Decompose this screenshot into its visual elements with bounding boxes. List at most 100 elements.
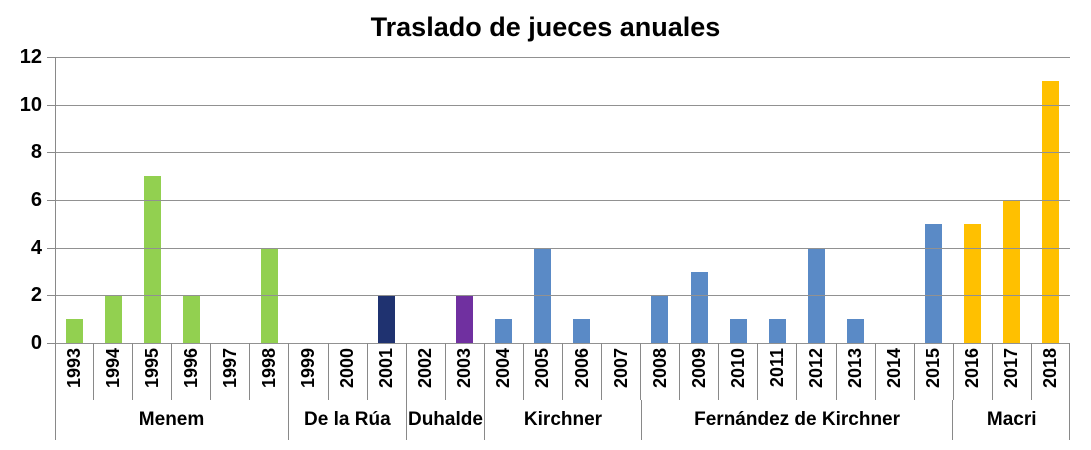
x-cell-2002: 2002 (407, 343, 446, 400)
y-tick-label-4: 4 (30, 236, 42, 259)
x-tick-label-2008: 2008 (649, 348, 670, 389)
y-axis-tick-0 (47, 343, 55, 344)
bar-cell-2015 (914, 57, 953, 343)
x-tick-label-1993: 1993 (63, 348, 84, 389)
y-tick-label-8: 8 (30, 141, 42, 164)
bar-1993 (66, 319, 84, 343)
gridline-y-6 (55, 200, 1070, 201)
president-group-kirchner: Kirchner (485, 400, 642, 440)
bar-cell-2016 (953, 57, 992, 343)
x-cell-2018: 2018 (1032, 343, 1070, 400)
bar-cell-2004 (484, 57, 523, 343)
x-tick-label-2000: 2000 (337, 348, 358, 389)
x-cell-2000: 2000 (329, 343, 368, 400)
president-group-label: Duhalde (407, 409, 483, 430)
bar-cell-2009 (680, 57, 719, 343)
y-tick-label-6: 6 (30, 189, 42, 211)
x-cell-2004: 2004 (485, 343, 524, 400)
y-axis-line (55, 57, 56, 440)
gridline-y-10 (55, 104, 1070, 106)
x-cell-2016: 2016 (954, 343, 993, 400)
x-cell-2008: 2008 (641, 343, 681, 400)
x-cell-2014: 2014 (876, 343, 915, 400)
bar-2008 (651, 295, 669, 343)
bar-cell-2001 (367, 57, 406, 343)
x-tick-label-2011: 2011 (766, 348, 787, 388)
y-tick-label-12: 12 (19, 46, 42, 68)
bar-2015 (924, 223, 942, 343)
x-cell-2010: 2010 (719, 343, 759, 400)
x-cell-1995: 1995 (133, 343, 173, 400)
bar-cell-2010 (719, 57, 758, 343)
gridline-y-2 (55, 295, 1070, 297)
x-tick-label-2005: 2005 (532, 348, 553, 389)
bar-2018 (1041, 80, 1059, 343)
bar-2011 (768, 319, 786, 343)
bar-2013 (846, 319, 864, 343)
y-axis-tick-8 (47, 152, 55, 154)
bar-2001 (378, 295, 396, 343)
bar-2017 (1002, 200, 1020, 343)
bar-2010 (729, 319, 747, 343)
x-tick-label-2013: 2013 (845, 348, 866, 389)
x-cell-2005: 2005 (524, 343, 564, 400)
axis-right-edge-line (1069, 343, 1070, 440)
president-group-row: Menem De la Rúa Duhalde Kirchner Fernández d… (55, 400, 1070, 440)
x-tick-label-1995: 1995 (141, 348, 162, 389)
bar-cell-1994 (94, 57, 133, 343)
y-axis-tick-2 (47, 295, 55, 297)
x-tick-label-2001: 2001 (376, 348, 397, 389)
president-group-de-la-r-a: De la Rúa (289, 400, 407, 440)
x-tick-label-2016: 2016 (962, 348, 983, 389)
bar-1996 (183, 295, 201, 343)
bar-cell-2006 (562, 57, 601, 343)
bar-1995 (144, 176, 162, 343)
x-cell-2003: 2003 (446, 343, 485, 400)
x-tick-label-2017: 2017 (1001, 348, 1022, 389)
bar-2004 (495, 319, 513, 343)
bar-cell-1995 (133, 57, 172, 343)
y-axis-tick-10 (47, 104, 55, 106)
bar-cell-2017 (992, 57, 1031, 343)
x-tick-label-1996: 1996 (180, 348, 201, 389)
x-cell-2006: 2006 (563, 343, 603, 400)
y-axis-tick-6 (47, 200, 55, 201)
x-tick-label-1999: 1999 (298, 348, 318, 389)
gridline-y-8 (55, 152, 1070, 154)
x-tick-label-2010: 2010 (727, 348, 748, 389)
x-cell-2007: 2007 (602, 343, 642, 400)
x-cell-2009: 2009 (680, 343, 720, 400)
x-cell-1999: 1999 (289, 343, 329, 400)
bar-2003 (456, 295, 474, 343)
x-cell-1998: 1998 (250, 343, 290, 400)
bar-cell-1993 (55, 57, 94, 343)
bar-cell-2008 (640, 57, 679, 343)
x-cell-2012: 2012 (797, 343, 837, 400)
gridline-y-12 (55, 57, 1070, 58)
x-cell-1994: 1994 (94, 343, 134, 400)
x-cell-2017: 2017 (993, 343, 1032, 400)
x-tick-label-2004: 2004 (493, 348, 514, 389)
x-cell-1996: 1996 (172, 343, 212, 400)
x-cell-2013: 2013 (837, 343, 876, 400)
president-group-label: Macri (986, 409, 1037, 430)
x-tick-label-2002: 2002 (415, 348, 436, 389)
y-axis-tick-12 (47, 57, 55, 58)
bar-cell-2018 (1031, 57, 1070, 343)
x-cell-1993: 1993 (55, 343, 95, 400)
y-axis-tick-4 (47, 247, 55, 249)
x-tick-label-2009: 2009 (688, 348, 709, 389)
x-tick-label-2012: 2012 (806, 348, 827, 389)
x-tick-label-2006: 2006 (571, 348, 592, 389)
x-tick-label-2018: 2018 (1040, 348, 1061, 389)
president-group-label: Fernández de Kirchner (694, 409, 901, 430)
president-group-label: Kirchner (523, 409, 603, 430)
bar-2006 (573, 319, 591, 343)
x-cell-1997: 1997 (211, 343, 251, 400)
y-tick-label-10: 10 (19, 93, 42, 116)
x-tick-label-2014: 2014 (884, 348, 905, 389)
y-tick-label-0: 0 (30, 332, 42, 354)
president-group-fern-ndez-de-kirchner: Fernández de Kirchner (642, 400, 954, 440)
bar-2009 (690, 271, 708, 343)
chart-title: Traslado de jueces anuales (370, 12, 721, 42)
